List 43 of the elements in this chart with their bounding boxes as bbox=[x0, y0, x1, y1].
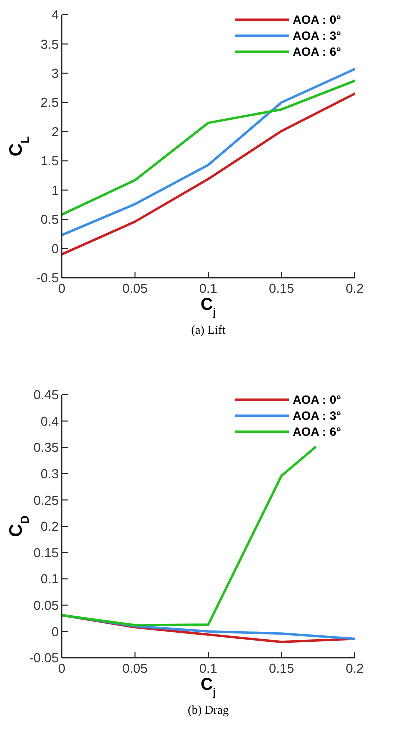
legend-label: AOA : 3° bbox=[293, 409, 342, 424]
x-tick-label: 0.1 bbox=[199, 281, 218, 296]
y-tick-label: 3.5 bbox=[40, 36, 59, 52]
y-tick-label: 0.45 bbox=[34, 388, 59, 403]
x-axis-title: C$_{j}$ bbox=[200, 295, 216, 319]
y-tick-label: 2.5 bbox=[40, 95, 59, 110]
line-series bbox=[62, 68, 355, 237]
y-tick-label: -0.05 bbox=[29, 650, 59, 666]
y-tick-label: 0.3 bbox=[40, 466, 59, 482]
x-tick-label: 0.15 bbox=[269, 661, 294, 676]
y-tick-label: 0.05 bbox=[34, 598, 59, 613]
y-tick-label: 0.4 bbox=[40, 414, 59, 429]
text: (a) Lift bbox=[191, 323, 226, 337]
y-tick-label: 1 bbox=[52, 182, 59, 198]
legend-label: AOA : 0° bbox=[293, 393, 342, 408]
line-series bbox=[62, 80, 355, 216]
legend-label: AOA : 6° bbox=[293, 45, 342, 60]
y-tick-label: 3 bbox=[52, 66, 59, 81]
y-tick-label: 0.1 bbox=[40, 572, 59, 587]
legend-label: AOA : 3° bbox=[293, 29, 342, 44]
y-tick-label: 0 bbox=[52, 241, 59, 256]
x-axis-title: C$_{j}$ bbox=[200, 675, 216, 699]
y-tick-label: 4 bbox=[52, 8, 59, 23]
x-tick-label: 0.05 bbox=[122, 281, 148, 296]
y-tick-label: -0.5 bbox=[36, 270, 59, 286]
y-tick-label: 0 bbox=[52, 624, 59, 640]
y-tick-label: 0.25 bbox=[34, 492, 59, 508]
y-tick-label: 1.5 bbox=[40, 154, 59, 169]
y-tick-label: 0.5 bbox=[40, 212, 59, 228]
line-series bbox=[62, 92, 355, 256]
y-tick-label: 0.2 bbox=[40, 519, 59, 534]
y-tick-label: 0.35 bbox=[34, 440, 59, 456]
x-tick-label: 0.15 bbox=[269, 281, 294, 296]
y-tick-label: 0.15 bbox=[34, 545, 59, 560]
text: (b) Drag bbox=[188, 703, 229, 717]
x-tick-label: 0.2 bbox=[346, 281, 364, 296]
line-series bbox=[62, 446, 317, 627]
x-tick-label: 0.1 bbox=[199, 661, 218, 676]
legend-label: AOA : 6° bbox=[293, 425, 342, 440]
y-tick-label: 2 bbox=[52, 124, 59, 140]
x-tick-label: 0.2 bbox=[346, 661, 364, 676]
legend-label: AOA : 0° bbox=[293, 13, 342, 28]
x-tick-label: 0.05 bbox=[122, 661, 148, 676]
